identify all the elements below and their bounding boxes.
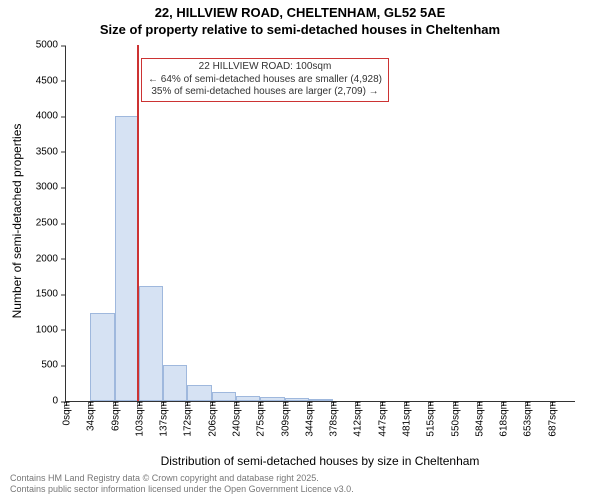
x-tick: 687sqm [545, 401, 558, 437]
y-tick: 5000 [36, 40, 66, 51]
x-tick: 584sqm [472, 401, 485, 437]
property-marker-line [137, 45, 139, 401]
histogram-bar [115, 116, 139, 402]
x-tick: 137sqm [157, 401, 170, 437]
y-tick: 4500 [36, 75, 66, 86]
y-tick: 3500 [36, 146, 66, 157]
x-tick: 240sqm [230, 401, 243, 437]
histogram-bar [212, 392, 236, 401]
plot-inner: 0500100015002000250030003500400045005000… [65, 46, 575, 402]
histogram-bar [139, 286, 163, 401]
x-tick: 378sqm [327, 401, 340, 437]
x-tick: 275sqm [254, 401, 267, 437]
x-tick: 618sqm [497, 401, 510, 437]
y-tick: 2000 [36, 253, 66, 264]
x-axis-label: Distribution of semi-detached houses by … [65, 454, 575, 468]
property-callout: 22 HILLVIEW ROAD: 100sqm← 64% of semi-de… [141, 58, 389, 102]
x-tick: 172sqm [181, 401, 194, 437]
y-axis-label: Number of semi-detached properties [10, 43, 24, 399]
chart-subtitle: Size of property relative to semi-detach… [0, 22, 600, 37]
callout-line: 35% of semi-detached houses are larger (… [148, 86, 382, 99]
y-tick: 1000 [36, 324, 66, 335]
x-tick: 344sqm [302, 401, 315, 437]
x-tick: 550sqm [448, 401, 461, 437]
x-tick: 515sqm [424, 401, 437, 437]
x-tick: 653sqm [521, 401, 534, 437]
x-tick: 34sqm [84, 401, 97, 431]
x-tick: 103sqm [132, 401, 145, 437]
histogram-bar [90, 313, 114, 401]
y-tick: 4000 [36, 111, 66, 122]
callout-line: ← 64% of semi-detached houses are smalle… [148, 74, 382, 87]
x-tick: 481sqm [400, 401, 413, 437]
footer-line-1: Contains HM Land Registry data © Crown c… [10, 473, 354, 484]
x-tick: 206sqm [205, 401, 218, 437]
y-tick: 2500 [36, 218, 66, 229]
x-tick: 412sqm [351, 401, 364, 437]
footer-line-2: Contains public sector information licen… [10, 484, 354, 495]
x-tick: 69sqm [108, 401, 121, 431]
attribution-footer: Contains HM Land Registry data © Crown c… [10, 473, 354, 495]
histogram-bar [163, 365, 187, 401]
y-tick: 3000 [36, 182, 66, 193]
plot-area: 0500100015002000250030003500400045005000… [65, 46, 575, 402]
callout-line: 22 HILLVIEW ROAD: 100sqm [148, 61, 382, 74]
x-tick: 309sqm [278, 401, 291, 437]
y-tick: 500 [41, 360, 66, 371]
histogram-bar [187, 385, 211, 401]
x-tick: 447sqm [375, 401, 388, 437]
x-tick: 0sqm [60, 401, 73, 425]
y-tick: 1500 [36, 289, 66, 300]
chart-title: 22, HILLVIEW ROAD, CHELTENHAM, GL52 5AE [0, 5, 600, 20]
